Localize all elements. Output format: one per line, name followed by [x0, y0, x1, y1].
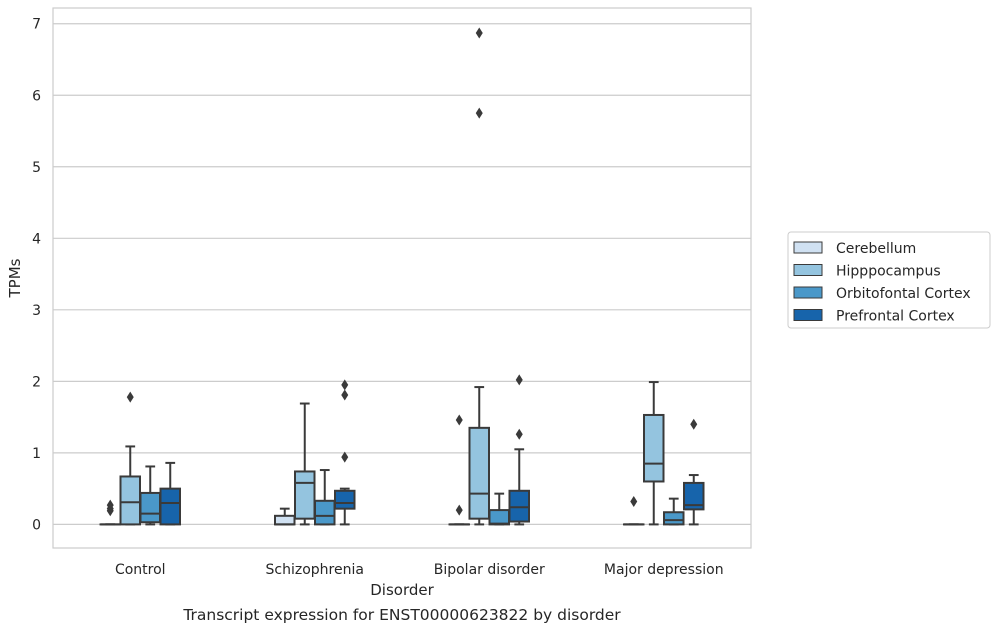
- x-axis-label: Disorder: [370, 581, 434, 599]
- y-tick-label: 5: [32, 160, 41, 176]
- box-cerebellum: [623, 496, 645, 526]
- x-tick-label: Major depression: [604, 562, 724, 578]
- box-orbitofontal-cortex: [663, 497, 685, 526]
- x-tick-label: Control: [115, 562, 166, 578]
- box-iqr: [334, 489, 356, 510]
- y-tick-label: 2: [32, 374, 41, 390]
- outlier-point: [690, 418, 698, 430]
- y-tick-label: 0: [32, 517, 41, 533]
- box-iqr: [508, 489, 530, 523]
- box-cerebellum: [448, 414, 470, 526]
- box-hipppocampus: [468, 27, 490, 526]
- outlier-point: [126, 391, 134, 403]
- box-iqr: [119, 475, 141, 526]
- x-tick-label: Schizophrenia: [266, 562, 364, 578]
- y-tick-label: 6: [32, 88, 41, 104]
- legend-swatch: [793, 241, 823, 254]
- outlier-point: [515, 374, 523, 386]
- outlier-point: [630, 496, 638, 508]
- legend-swatch: [793, 286, 823, 299]
- y-tick-labels: 0 1 2 3 4 5 6 7: [32, 17, 41, 534]
- x-tick-labels: Control Schizophrenia Bipolar disorder Majo…: [115, 562, 724, 578]
- box-iqr: [159, 487, 181, 526]
- plot-frame: [52, 7, 752, 549]
- box-iqr: [274, 514, 296, 526]
- legend-label: Cerebellum: [836, 241, 916, 257]
- box-iqr: [663, 511, 685, 526]
- legend-label: Orbitofontal Cortex: [836, 286, 971, 302]
- box-cerebellum: [274, 507, 296, 526]
- y-axis-label: TPMs: [6, 258, 24, 298]
- box-hipppocampus: [119, 391, 141, 526]
- box-orbitofontal-cortex: [488, 492, 510, 526]
- x-tick-label: Bipolar disorder: [434, 562, 545, 578]
- box-iqr: [139, 491, 161, 524]
- box-iqr: [294, 470, 316, 520]
- grid-lines: [53, 23, 751, 525]
- box-cerebellum: [99, 499, 121, 526]
- box-iqr: [468, 426, 490, 520]
- box-prefrontal-cortex: [683, 418, 705, 526]
- y-tick-label: 1: [32, 446, 41, 462]
- outlier-point: [341, 451, 349, 463]
- outlier-point: [455, 504, 463, 516]
- chart-caption: Transcript expression for ENST0000062382…: [183, 606, 621, 624]
- outlier-point: [475, 107, 483, 119]
- box-orbitofontal-cortex: [314, 469, 336, 526]
- outlier-point: [475, 27, 483, 39]
- outlier-point: [341, 379, 349, 391]
- box-prefrontal-cortex: [508, 374, 530, 526]
- legend-swatch: [793, 309, 823, 321]
- legend: Cerebellum Hipppocampus Orbitofontal Corte…: [787, 231, 991, 329]
- box-hipppocampus: [643, 381, 665, 526]
- outlier-point: [341, 389, 349, 401]
- box-iqr: [314, 499, 336, 526]
- y-tick-label: 3: [32, 303, 41, 319]
- legend-label: Hipppocampus: [836, 264, 941, 280]
- legend-label: Prefrontal Cortex: [836, 309, 955, 325]
- box-hipppocampus: [294, 402, 316, 526]
- box-prefrontal-cortex: [159, 461, 181, 526]
- box-iqr: [488, 509, 510, 526]
- y-tick-label: 4: [32, 231, 41, 247]
- outlier-point: [106, 499, 114, 511]
- box-orbitofontal-cortex: [139, 465, 161, 526]
- outlier-point: [515, 428, 523, 440]
- box-prefrontal-cortex: [334, 379, 356, 526]
- box-iqr: [643, 413, 665, 483]
- box-groups: [99, 27, 705, 526]
- box-iqr: [683, 481, 705, 511]
- y-tick-label: 7: [32, 17, 41, 33]
- outlier-point: [455, 414, 463, 426]
- legend-frame: [787, 231, 991, 329]
- legend-swatch: [793, 264, 823, 276]
